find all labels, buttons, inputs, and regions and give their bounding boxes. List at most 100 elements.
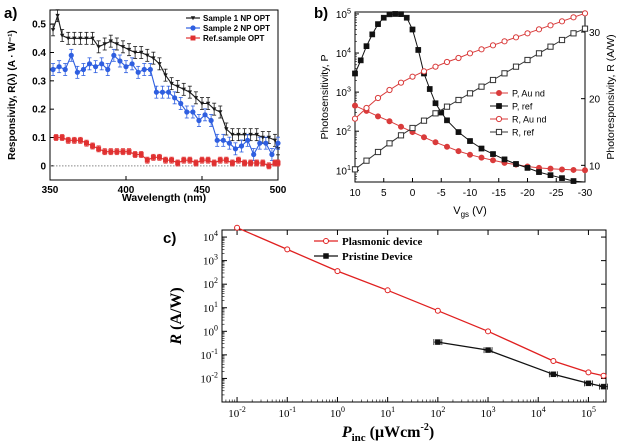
panel-b-point [478,46,485,53]
panel-b-x-tick-label: 10 [349,188,361,199]
panel-b-point [415,47,422,53]
panel-a-y-tick-label: 0 [40,161,46,172]
panel-a-point [145,53,150,58]
panel-b-point [512,63,520,70]
panel-b-point [397,123,404,130]
panel-a-point [132,50,138,55]
panel-b-point [535,26,543,33]
panel-c-y-tick-label-base: 10 [203,326,215,338]
panel-a-point [80,66,87,73]
panel-b-point [478,83,485,90]
panel-b-point [420,117,428,124]
panel-c-x-tick-label-base: 10 [531,408,543,420]
panel-b-x-axis-label: Vgs (V) [453,205,486,219]
panel-b-point [570,30,577,37]
panel-a-x-tick-label: 350 [42,185,59,196]
panel-c-x-tick-label-exp: 2 [441,405,445,414]
panel-a-point [90,36,95,41]
panel-a-point [90,143,96,149]
panel-a-point [263,140,269,146]
panel-a-point [193,160,199,166]
panel-b-point [397,79,405,86]
panel-a-legend-label: Sample 2 NP OPT [203,24,270,33]
panel-c-y-tick-label: 103 [203,253,218,268]
panel-b-left-tick-label-base: 10 [336,10,348,21]
panel-b-point [432,110,439,117]
panel-a-point [232,146,239,152]
panel-c-point [234,224,241,231]
panel-c-y-tick-label-base: 10 [203,303,215,315]
panel-b-point [443,103,451,110]
panel-c-series-line [437,341,604,388]
panel-a-point [123,64,129,70]
panel-a-point [111,52,117,58]
panel-c-x-tick-label: 102 [430,405,445,420]
panel-b-point [444,117,450,124]
panel-c-x-label-sub: inc [352,432,366,444]
panel-c-x-label-unit: (μWcm [370,424,422,441]
panel-a-point [272,138,278,143]
panel-a-point [202,112,208,118]
panel-a-point [248,160,254,166]
panel-c-x-tick-label: 10-1 [278,405,296,420]
panel-a-point [66,36,71,41]
panel-c-y-tick-label-exp: 4 [214,229,218,238]
panel-a-point [86,61,93,67]
panel-a-x-axis-label: Wavelength (nm) [122,192,206,204]
panel-b-label: b) [314,5,328,22]
panel-a-point [53,135,59,140]
panel-c-y-tick-label: 10-1 [200,347,218,362]
panel-b-series-2 [351,10,589,122]
panel-b-point [369,31,376,38]
panel-b-left-tick-label: 101 [336,163,351,178]
panel-b-left-tick-label-exp: 4 [347,46,351,55]
panel-b-x-tick-label: -30 [578,188,593,199]
panel-b-point [455,96,462,104]
panel-a-point [266,135,272,140]
panel-b-left-tick-label: 105 [336,6,351,21]
panel-a-point [138,152,144,157]
panel-b-point [478,145,485,152]
panel-a-point [184,109,190,115]
panel-b-point [403,14,410,21]
panel-b-legend-marker [495,128,503,136]
panel-c-y-tick-label-base: 10 [203,256,215,268]
panel-c-y-axis-label: R (A/W) [168,287,185,345]
panel-b-point [443,143,450,150]
panel-a-point [199,101,205,106]
panel-b-left-y-axis-label: Photosensitivity, P [319,54,331,139]
panel-a-point [269,151,275,158]
panel-a-legend-marker [190,25,196,31]
panel-a-y-axis-label: Responsivity, R(λ) (A · W⁻¹) [7,30,18,160]
panel-a-point [55,13,60,18]
panel-b-right-y-axis-label: Photoresponsivity, R (A/W) [605,34,617,159]
panel-b-point [426,86,433,92]
panel-a-point [236,157,241,163]
panel-c-x-tick-label-base: 10 [481,408,493,420]
panel-b-point [352,70,358,77]
panel-b-point [581,25,589,32]
panel-b-point [524,165,531,171]
panel-a-point [132,152,138,157]
panel-b-series-line [354,105,586,171]
panel-c-x-tick-label: 101 [380,405,395,420]
panel-c-x-tick-label: 10-2 [228,405,246,420]
panel-a-point [230,132,235,137]
panel-c-series-0 [234,224,607,379]
panel-a-point [59,33,65,38]
panel-a-point [56,64,62,70]
panel-c-point [585,380,592,387]
panel-c-x-tick-label-exp: 0 [341,405,345,414]
panel-a-point [71,137,77,143]
panel-a-point [251,151,257,158]
panel-c-x-tick-label-base: 10 [581,408,593,420]
panel-b-point [398,11,404,17]
panel-c-x-label-main: P [341,424,352,441]
panel-b-left-tick-label-exp: 3 [347,85,351,94]
panel-b-point [351,115,359,122]
panel-c-x-tick-label-exp: 4 [542,405,546,414]
panel-b-left-tick-label: 103 [336,85,351,100]
panel-b-point [397,132,405,139]
panel-b-point [432,100,439,107]
panel-b-legend-label: P, Au nd [512,89,545,99]
